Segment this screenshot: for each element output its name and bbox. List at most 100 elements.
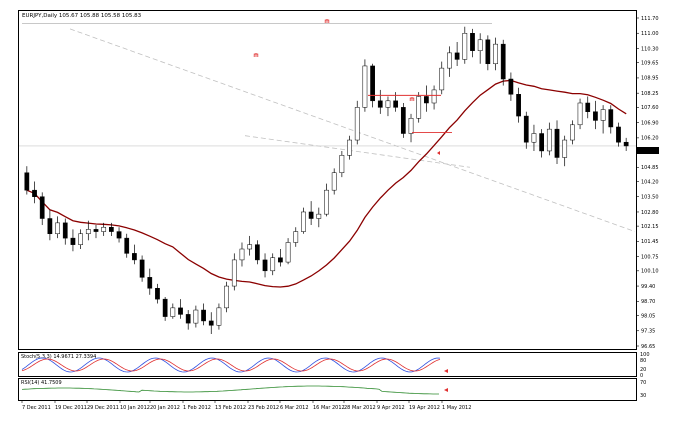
candle-body [155,287,160,300]
candle-body [116,231,122,239]
candle [454,41,460,66]
y-tick-label: 99.40 [641,284,655,290]
candle-body [247,244,253,250]
candle-body [178,307,183,315]
candle-body [254,244,260,261]
candle [308,201,314,226]
y-tick-label: 100.75 [641,254,659,260]
candle-body [462,33,468,60]
candle [70,229,76,252]
candle [577,98,583,130]
candle [47,209,53,241]
candle-body [308,211,314,219]
candle-body [85,229,91,235]
y-tick-label: 108.25 [641,91,659,97]
candle-body [208,320,214,326]
candle-body [39,196,45,219]
candle-body [570,124,575,141]
candle [262,253,268,278]
indicator-layer [21,357,448,395]
candle [231,253,237,291]
current-price-value: 105.83 [639,149,657,155]
stoch-tick-80: 80 [640,358,646,364]
candle-body [132,253,137,261]
candle-body [385,100,391,108]
candle-body [424,96,429,104]
candle [155,283,160,304]
candle [385,96,391,117]
rsi-tick-70: 70 [640,380,646,386]
y-tick-label: 103.50 [641,195,659,201]
x-tick-label: 29 Dec 2011 [87,405,119,411]
candle [447,46,452,77]
candle-body [362,65,368,108]
y-tick-label: 102.15 [641,224,659,230]
candle-body [216,307,222,326]
y-tick-label: 101.45 [641,239,659,245]
rsi-pointer-icon [444,388,448,392]
candle-body [193,309,199,324]
candle [585,96,591,119]
candle-body [262,259,268,272]
candle [301,207,306,234]
candle [523,111,529,149]
stoch-pointer-icon [444,369,448,373]
candle-body [293,231,299,243]
candle [500,39,506,86]
candle-body [400,107,406,134]
fractal-up-arrow-icon [324,19,330,23]
candle-body [447,52,452,69]
y-tick-label: 111.70 [641,16,659,22]
candle [116,227,122,243]
candle [32,181,37,204]
candle [370,63,375,108]
candle-body [78,233,83,245]
y-tick-label: 104.85 [641,165,659,171]
candle [162,296,168,321]
candle [278,249,283,267]
stoch-tick-0: 0 [640,373,643,379]
candle [347,135,352,160]
fractal-up-arrow-icon [253,53,259,57]
trendline-support [244,135,471,168]
rsi-line [21,385,439,395]
candle [431,85,437,110]
y-tick-label: 104.20 [641,179,659,185]
current-price-tag [637,147,659,154]
candle-body [70,237,76,245]
x-tick-label: 28 Mar 2012 [344,405,376,411]
candle-body [170,307,176,317]
candle [108,222,114,236]
candle [285,238,291,265]
y-tick-label: 98.70 [641,299,655,305]
fractal-up-arrow-icon [409,97,415,101]
candle-body [301,211,306,232]
x-tick-label: 9 Apr 2012 [377,405,405,411]
moving-average-line [26,79,627,288]
candle-body [577,102,583,126]
y-tick-label: 100.10 [641,269,659,275]
candle [354,100,360,145]
candle [132,244,137,265]
candle-body [224,285,229,309]
trendline-layer [19,23,636,232]
y-tick-label: 102.80 [641,210,659,216]
candle-body [377,100,383,108]
y-tick-label: 107.60 [641,105,659,111]
candle-body [108,226,114,232]
x-tick-label: 13 Feb 2012 [215,405,246,411]
candle-body [331,172,337,191]
candle [477,33,483,64]
price-pointer-icon [437,151,440,155]
candle [623,137,629,151]
candle-body [608,109,614,128]
candle [24,166,30,195]
candle [85,220,91,241]
candle [439,61,445,95]
y-tick-label: 97.35 [641,329,655,335]
stoch-label: Stoch(5,3,3) 14.9671 27.3394 [21,354,96,360]
candle [254,240,260,265]
candle [600,105,606,134]
candle-body [231,259,237,287]
